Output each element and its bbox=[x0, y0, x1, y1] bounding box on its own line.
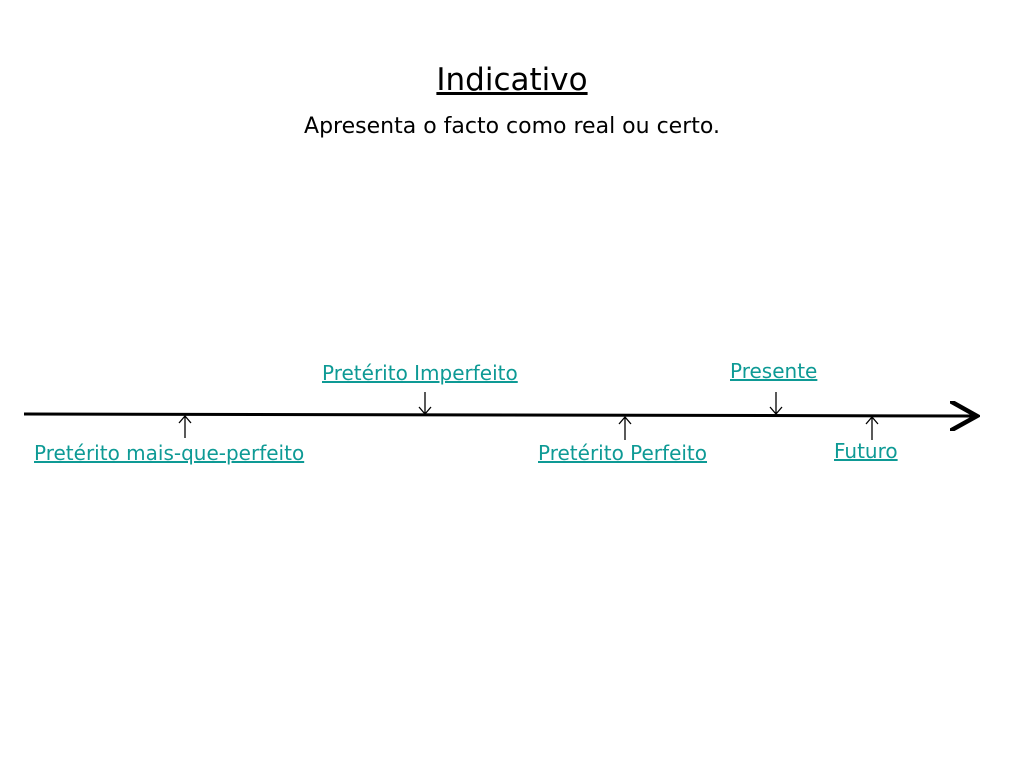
arrows bbox=[178, 392, 879, 440]
tense-link[interactable]: Pretérito Perfeito bbox=[538, 441, 708, 465]
title: Indicativo bbox=[436, 62, 588, 98]
tense-link[interactable]: Pretérito Imperfeito bbox=[322, 361, 518, 385]
subtitle: Apresenta o facto como real ou certo. bbox=[304, 114, 720, 139]
tense-link[interactable]: Presente bbox=[730, 359, 818, 383]
axis bbox=[23, 414, 974, 416]
tense-link[interactable]: Futuro bbox=[834, 439, 898, 463]
tense-link[interactable]: Pretérito mais-que-perfeito bbox=[34, 441, 305, 465]
